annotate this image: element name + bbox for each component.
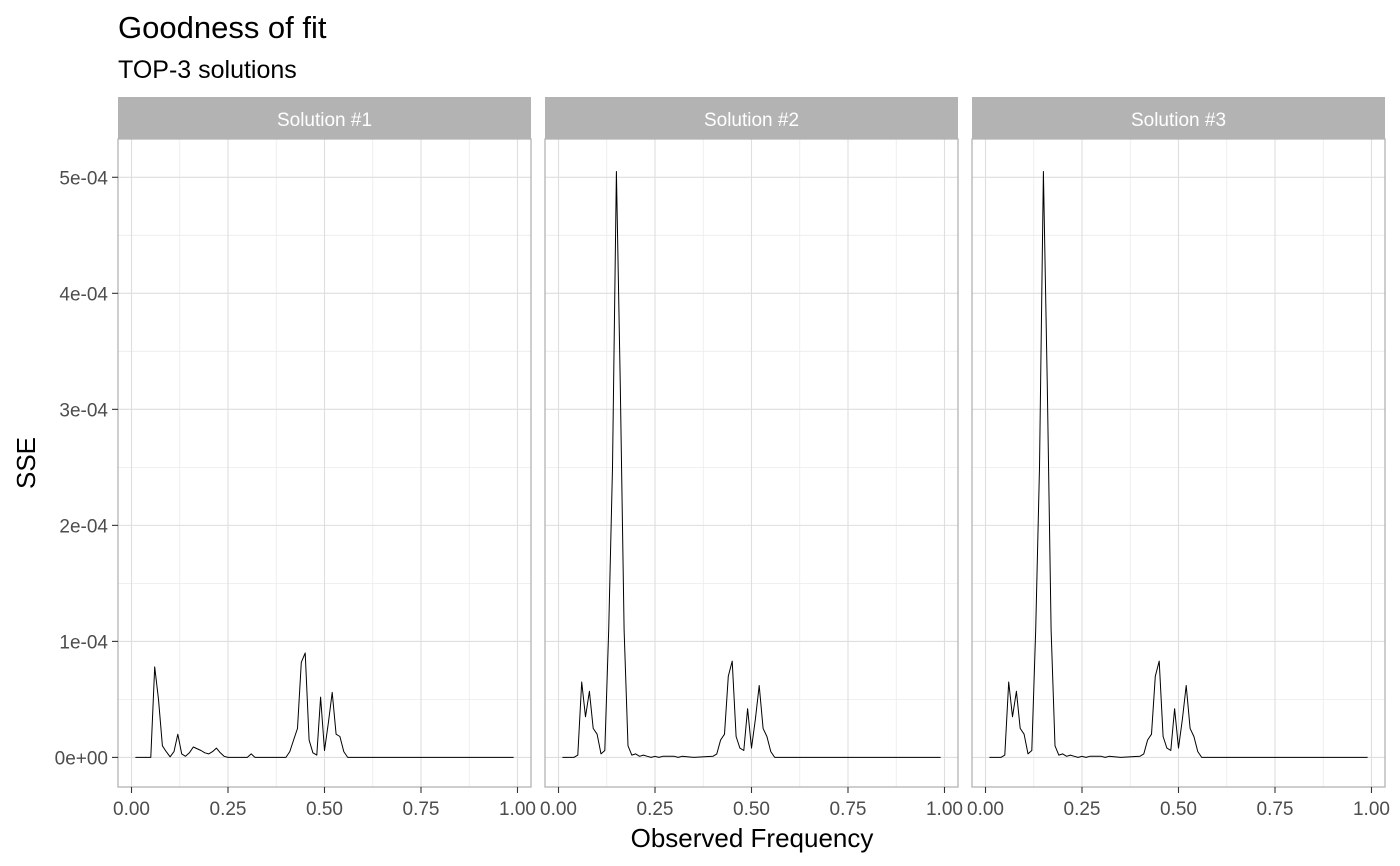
- x-tick-label: 0.00: [113, 799, 150, 820]
- y-tick-label: 1e-04: [59, 632, 108, 653]
- y-axis-title: SSE: [11, 437, 41, 489]
- facet-strip: [545, 97, 958, 139]
- y-tick-label: 3e-04: [59, 400, 108, 421]
- x-tick-label: 0.75: [1257, 799, 1294, 820]
- x-tick-label: 1.00: [1353, 799, 1390, 820]
- x-tick-label: 0.50: [1160, 799, 1197, 820]
- x-tick-label: 0.00: [540, 799, 577, 820]
- x-tick-label: 0.50: [733, 799, 770, 820]
- facet-strip-label: Solution #2: [704, 110, 799, 131]
- x-tick-label: 1.00: [926, 799, 963, 820]
- sse-series-line: [989, 171, 1368, 758]
- x-tick-label: 0.25: [1064, 799, 1101, 820]
- sse-series-line: [135, 652, 514, 758]
- chart-subtitle: TOP-3 solutions: [118, 56, 297, 84]
- x-axis-title: Observed Frequency: [631, 823, 874, 853]
- y-tick-label: 0e+00: [55, 748, 108, 769]
- facet-panel-2: Solution #2 0.00 0.25 0.50 0.75 1.00: [540, 97, 963, 820]
- x-tick-label: 0.00: [967, 799, 1004, 820]
- facet-strip: [118, 97, 531, 139]
- x-tick-label: 0.75: [403, 799, 440, 820]
- y-tick-label: 2e-04: [59, 516, 108, 537]
- x-tick-label: 0.25: [637, 799, 674, 820]
- y-tick-label: 4e-04: [59, 284, 108, 305]
- chart-title: Goodness of fit: [118, 10, 327, 45]
- facet-strip: [972, 97, 1385, 139]
- facet-panel-3: Solution #3 0.00 0.25 0.50 0.75 1.00: [967, 97, 1390, 820]
- x-tick-label: 1.00: [499, 799, 536, 820]
- x-tick-label: 0.75: [830, 799, 867, 820]
- facet-strip-label: Solution #1: [277, 110, 372, 131]
- facet-panels: Solution #1 0.00 0.25 0.50 0.75 1.00 0e+00 1e-0…: [55, 97, 1390, 820]
- facet-panel-1: Solution #1 0.00 0.25 0.50 0.75 1.00 0e+00 1e-0…: [55, 97, 536, 820]
- x-tick-label: 0.50: [306, 799, 343, 820]
- sse-series-line: [562, 171, 941, 758]
- facet-strip-label: Solution #3: [1131, 110, 1226, 131]
- x-tick-label: 0.25: [210, 799, 247, 820]
- y-tick-label: 5e-04: [59, 168, 108, 189]
